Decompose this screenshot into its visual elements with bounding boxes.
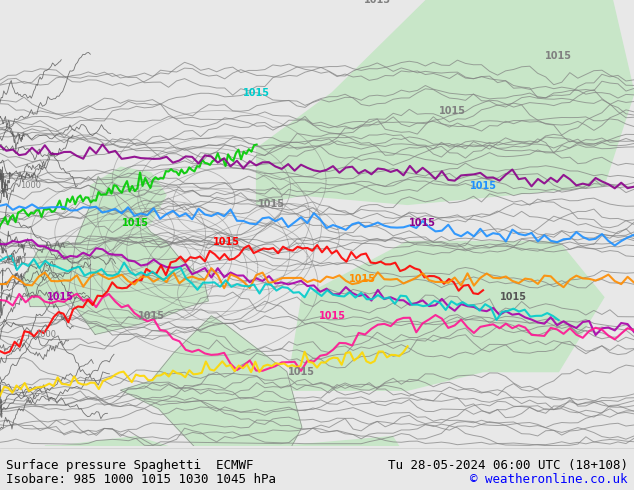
Polygon shape bbox=[257, 0, 634, 204]
Polygon shape bbox=[287, 242, 604, 390]
Text: 1015: 1015 bbox=[364, 0, 391, 5]
Text: 1015: 1015 bbox=[409, 218, 436, 228]
Text: Surface pressure Spaghetti  ECMWF: Surface pressure Spaghetti ECMWF bbox=[6, 459, 254, 472]
Text: 1015: 1015 bbox=[500, 292, 527, 302]
Text: Tu 28-05-2024 06:00 UTC (18+108): Tu 28-05-2024 06:00 UTC (18+108) bbox=[387, 459, 628, 472]
Text: 1015: 1015 bbox=[122, 218, 150, 228]
Text: © weatheronline.co.uk: © weatheronline.co.uk bbox=[470, 472, 628, 486]
Polygon shape bbox=[91, 167, 166, 232]
Text: 1015: 1015 bbox=[258, 199, 285, 209]
Text: 1015: 1015 bbox=[47, 292, 74, 302]
Polygon shape bbox=[287, 437, 423, 490]
Text: 1015: 1015 bbox=[349, 274, 376, 284]
Text: 1015: 1015 bbox=[470, 181, 496, 191]
Text: 1015: 1015 bbox=[138, 311, 164, 321]
Text: 1015: 1015 bbox=[319, 311, 346, 321]
Text: 1000: 1000 bbox=[4, 256, 25, 265]
Text: 1000: 1000 bbox=[20, 181, 41, 190]
Text: 1000: 1000 bbox=[35, 330, 56, 339]
Polygon shape bbox=[23, 242, 91, 307]
Polygon shape bbox=[45, 437, 242, 490]
Text: Isobare: 985 1000 1015 1030 1045 hPa: Isobare: 985 1000 1015 1030 1045 hPa bbox=[6, 472, 276, 486]
Polygon shape bbox=[120, 316, 302, 465]
Text: 1015: 1015 bbox=[288, 367, 315, 377]
Text: 1015: 1015 bbox=[213, 237, 240, 246]
Polygon shape bbox=[68, 176, 209, 335]
Text: 1015: 1015 bbox=[243, 88, 270, 98]
Text: 1015: 1015 bbox=[545, 51, 572, 61]
Text: 1015: 1015 bbox=[439, 106, 467, 117]
